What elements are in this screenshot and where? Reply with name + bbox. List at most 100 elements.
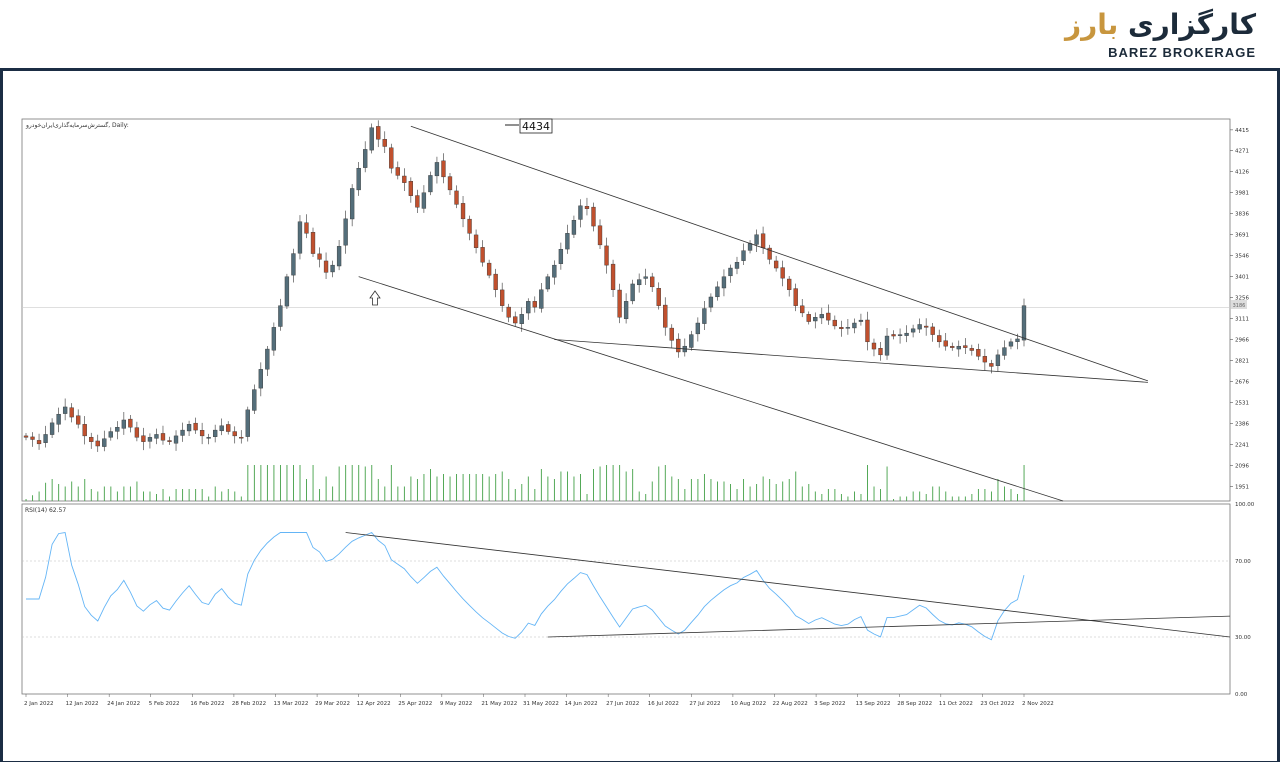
volume-bar xyxy=(410,476,412,501)
candle-body xyxy=(636,279,642,286)
candle-body xyxy=(943,340,948,347)
volume-bar xyxy=(762,476,764,501)
candle-body xyxy=(897,334,903,336)
date-tick-label: 24 Jan 2022 xyxy=(107,701,140,707)
volume-bar xyxy=(814,491,816,501)
rsi-tick-label: 0.00 xyxy=(1235,692,1248,698)
volume-bar xyxy=(958,496,960,501)
candle-body xyxy=(715,286,720,298)
volume-bar xyxy=(769,479,771,501)
rsi-label: RSI(14) 62.57 xyxy=(25,507,66,514)
volume-bar xyxy=(351,465,353,501)
volume-bar xyxy=(253,465,255,501)
volume-bar xyxy=(182,489,184,501)
volume-bar xyxy=(247,465,249,501)
candle-body xyxy=(565,233,570,250)
date-tick-label: 9 May 2022 xyxy=(440,701,472,707)
candle-body xyxy=(95,440,100,447)
volume-bar xyxy=(677,479,679,501)
candle-body xyxy=(460,203,466,220)
candle-body xyxy=(910,328,916,333)
candle-body xyxy=(702,308,707,324)
rsi-tick-label: 30.00 xyxy=(1235,635,1251,641)
candle-body xyxy=(754,234,759,245)
volume-bar xyxy=(912,491,914,501)
candle-body xyxy=(937,335,942,343)
date-tick-label: 22 Aug 2022 xyxy=(773,701,808,707)
candle-body xyxy=(950,346,955,348)
volume-bar xyxy=(456,474,458,501)
price-tick-label: 3836 xyxy=(1235,212,1249,218)
candle-body xyxy=(1015,338,1020,342)
candle-body xyxy=(349,188,355,220)
candle-body xyxy=(506,306,511,318)
symbol-label: گسترش‌سرمایه‌گذاری‌ایران‌خودرو, Daily: xyxy=(25,121,129,129)
candle-body xyxy=(800,305,805,314)
candle-body xyxy=(689,334,694,348)
candle-body xyxy=(434,162,440,177)
volume-bar xyxy=(847,496,849,501)
volume-bar xyxy=(854,491,855,501)
candle-body xyxy=(597,225,603,246)
candle-body xyxy=(904,332,909,336)
candle-body xyxy=(415,195,420,208)
candle-body xyxy=(773,260,779,269)
candle-body xyxy=(930,326,935,335)
volume-bar xyxy=(971,494,973,501)
candle-body xyxy=(545,276,550,290)
candle-body xyxy=(180,429,185,436)
candle-body xyxy=(441,160,446,178)
candle-body xyxy=(969,348,974,351)
volume-bar xyxy=(893,499,895,501)
candle-body xyxy=(728,267,733,277)
volume-bar xyxy=(390,465,392,501)
candle-body xyxy=(89,436,94,442)
candle-body xyxy=(982,356,988,363)
price-chart[interactable]: گسترش‌سرمایه‌گذاری‌ایران‌خودرو, Daily: R… xyxy=(3,71,1277,761)
volume-bar xyxy=(697,479,699,501)
candle-body xyxy=(793,288,798,306)
volume-bar xyxy=(938,486,940,501)
volume-bar xyxy=(508,479,510,501)
date-tick-label: 28 Feb 2022 xyxy=(232,701,266,707)
candle-body xyxy=(128,418,133,428)
price-tick-label: 2676 xyxy=(1235,379,1249,385)
volume-bar xyxy=(175,489,177,501)
candle-body xyxy=(121,419,127,429)
volume-bar xyxy=(743,479,745,501)
volume-bar xyxy=(527,476,529,501)
channel-support-line xyxy=(554,339,1148,383)
logo-persian-text: کارگزاری بارز xyxy=(1064,8,1256,41)
volume-bar xyxy=(919,491,921,501)
candle-body xyxy=(584,206,590,209)
price-tick-label: 4126 xyxy=(1235,170,1249,176)
volume-bar xyxy=(136,481,138,501)
candle-body xyxy=(767,247,772,260)
price-tick-label: 3111 xyxy=(1235,317,1249,323)
date-tick-label: 31 May 2022 xyxy=(523,701,559,707)
candle-body xyxy=(878,348,883,356)
candle-body xyxy=(356,167,361,191)
candle-body xyxy=(539,289,544,309)
candle-body xyxy=(82,424,87,437)
current-price-label: 3186 xyxy=(1233,303,1246,309)
volume-bar xyxy=(945,491,947,501)
candle-body xyxy=(304,222,309,234)
volume-bar xyxy=(143,491,144,501)
candle-body xyxy=(832,319,837,327)
candle-body xyxy=(956,345,961,350)
candle-body xyxy=(343,218,348,246)
candle-body xyxy=(976,349,981,357)
volume-bar xyxy=(632,469,634,501)
candle-body xyxy=(402,175,407,183)
volume-bar xyxy=(964,496,966,501)
volume-bar xyxy=(566,471,568,501)
candle-body xyxy=(734,262,740,269)
candle-body xyxy=(819,314,824,319)
candle-body xyxy=(284,276,290,307)
price-tick-label: 2966 xyxy=(1235,338,1249,344)
volume-bar xyxy=(1004,486,1005,501)
candle-body xyxy=(56,413,61,425)
volume-bar xyxy=(886,466,888,501)
volume-bar xyxy=(560,471,562,501)
